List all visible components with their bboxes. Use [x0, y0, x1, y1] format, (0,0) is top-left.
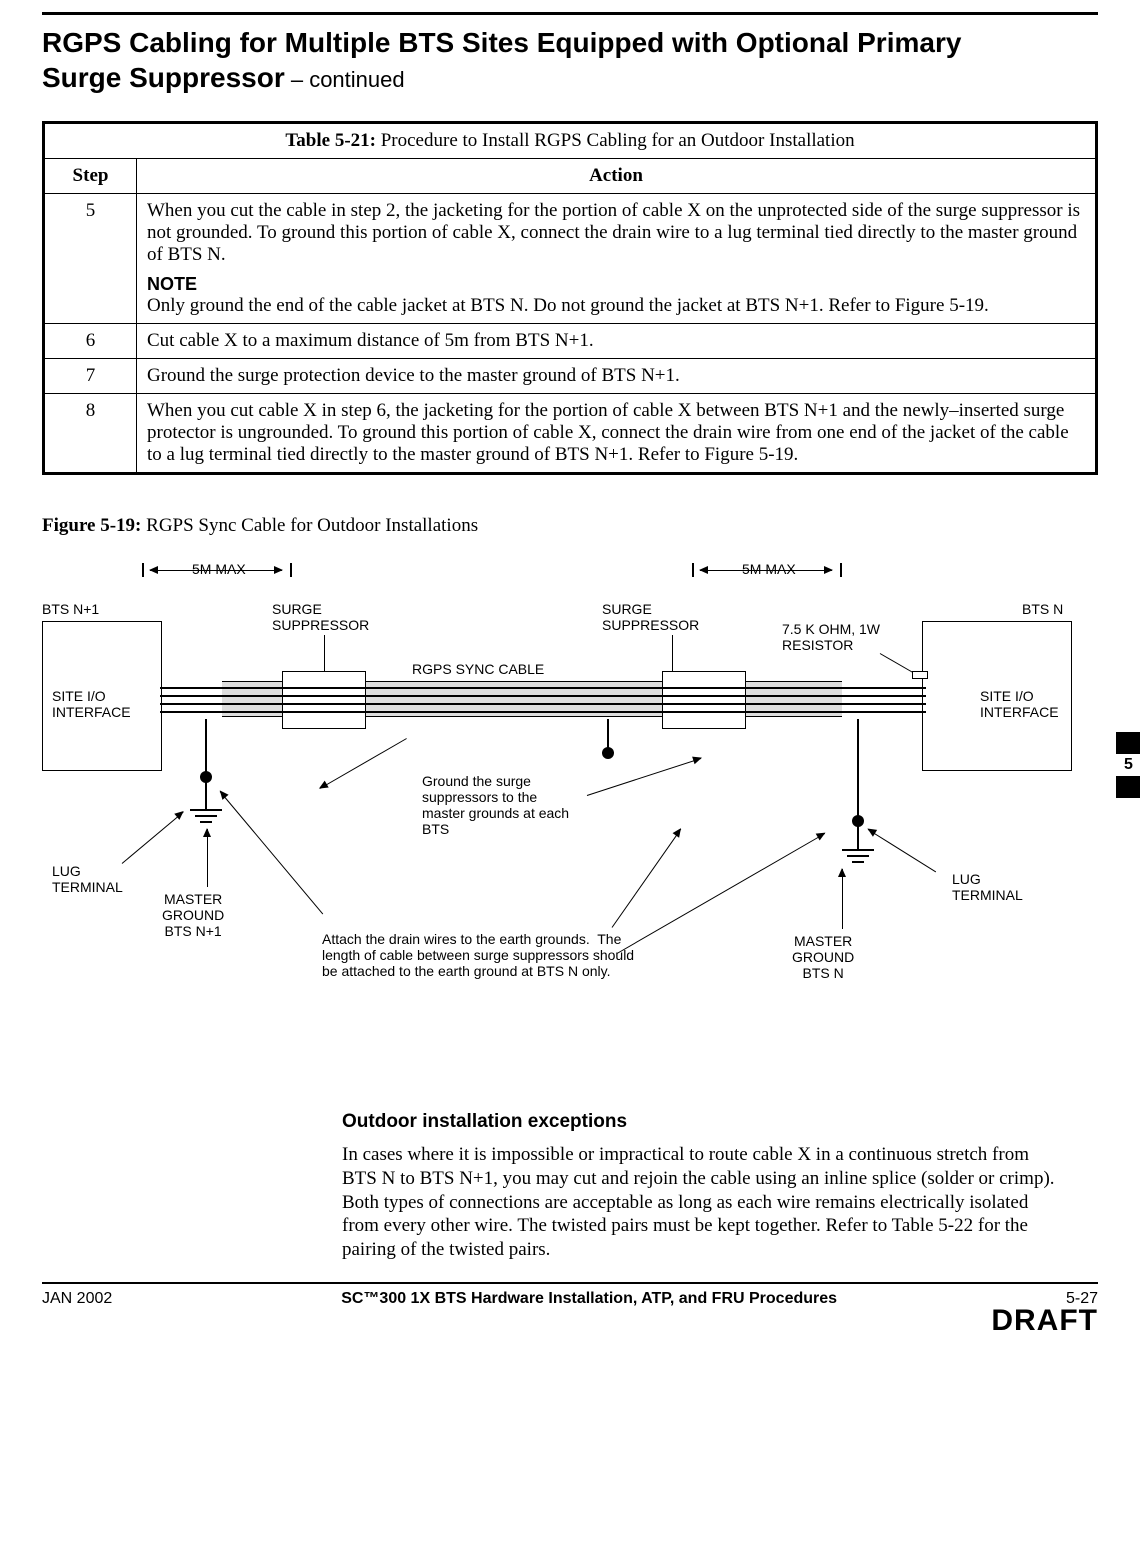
label-master-ground-left: MASTER GROUND BTS N+1: [162, 891, 224, 939]
figure-caption: Figure 5-19: RGPS Sync Cable for Outdoor…: [42, 515, 1098, 537]
resistor-icon: [912, 671, 928, 679]
table-row: 7 Ground the surge protection device to …: [45, 359, 1096, 394]
title-line1: RGPS Cabling for Multiple BTS Sites Equi…: [42, 27, 961, 58]
label-site-io-left: SITE I/O INTERFACE: [52, 688, 131, 720]
label-5m-max-left: 5M MAX: [192, 561, 246, 577]
table-row: 6 Cut cable X to a maximum distance of 5…: [45, 324, 1096, 359]
chapter-number: 5: [1116, 754, 1140, 776]
label-lug-right: LUG TERMINAL: [952, 871, 1023, 903]
label-surge-right: SURGE SUPPRESSOR: [602, 601, 699, 633]
title-line2: Surge Suppressor: [42, 62, 285, 93]
footer-left: JAN 2002: [42, 1290, 112, 1308]
table-caption-text: Procedure to Install RGPS Cabling for an…: [376, 130, 855, 151]
figure-desc: RGPS Sync Cable for Outdoor Installation…: [141, 515, 478, 536]
section-paragraph: In cases where it is impossible or impra…: [342, 1143, 1062, 1262]
action-cell: When you cut cable X in step 6, the jack…: [137, 394, 1096, 473]
table-row: 8 When you cut cable X in step 6, the ja…: [45, 394, 1096, 473]
chapter-tab: 5: [1116, 732, 1140, 798]
label-rgps-cable: RGPS SYNC CABLE: [412, 661, 544, 677]
label-drain-note: Attach the drain wires to the earth grou…: [322, 931, 634, 979]
label-master-ground-right: MASTER GROUND BTS N: [792, 933, 854, 981]
step-cell: 8: [45, 394, 137, 473]
step-cell: 6: [45, 324, 137, 359]
section-heading: Outdoor installation exceptions: [342, 1111, 1098, 1133]
table-caption: Table 5-21: Procedure to Install RGPS Ca…: [45, 124, 1096, 159]
label-bts-n: BTS N: [1022, 601, 1063, 617]
col-header-action: Action: [137, 159, 1096, 194]
label-bts-n1: BTS N+1: [42, 601, 99, 617]
label-ground-note: Ground the surge suppressors to the mast…: [422, 773, 569, 837]
draft-watermark: DRAFT: [42, 1304, 1098, 1338]
footer-mid: SC™300 1X BTS Hardware Installation, ATP…: [112, 1290, 1066, 1308]
table-caption-prefix: Table 5-21:: [285, 130, 376, 151]
label-surge-left: SURGE SUPPRESSOR: [272, 601, 369, 633]
label-lug-left: LUG TERMINAL: [52, 863, 123, 895]
page-title: RGPS Cabling for Multiple BTS Sites Equi…: [42, 25, 1098, 95]
note-text: Only ground the end of the cable jacket …: [147, 295, 1085, 317]
page-footer: JAN 2002 SC™300 1X BTS Hardware Installa…: [42, 1282, 1098, 1308]
action-text: When you cut the cable in step 2, the ja…: [147, 200, 1080, 265]
col-header-step: Step: [45, 159, 137, 194]
figure-diagram: 5M MAX 5M MAX BTS N+1 SITE I/O INTERFACE…: [42, 543, 1082, 1083]
table-row: 5 When you cut the cable in step 2, the …: [45, 194, 1096, 324]
action-cell: When you cut the cable in step 2, the ja…: [137, 194, 1096, 324]
action-cell: Ground the surge protection device to th…: [137, 359, 1096, 394]
step-cell: 5: [45, 194, 137, 324]
surge-suppressor-right: [662, 671, 746, 729]
label-site-io-right: SITE I/O INTERFACE: [980, 688, 1059, 720]
title-continued: – continued: [285, 67, 405, 92]
step-cell: 7: [45, 359, 137, 394]
note-label: NOTE: [147, 274, 1085, 295]
action-cell: Cut cable X to a maximum distance of 5m …: [137, 324, 1096, 359]
procedure-table: Table 5-21: Procedure to Install RGPS Ca…: [42, 121, 1098, 475]
surge-suppressor-left: [282, 671, 366, 729]
figure-number: Figure 5-19:: [42, 515, 141, 536]
label-resistor: 7.5 K OHM, 1W RESISTOR: [782, 621, 880, 653]
label-5m-max-right: 5M MAX: [742, 561, 796, 577]
